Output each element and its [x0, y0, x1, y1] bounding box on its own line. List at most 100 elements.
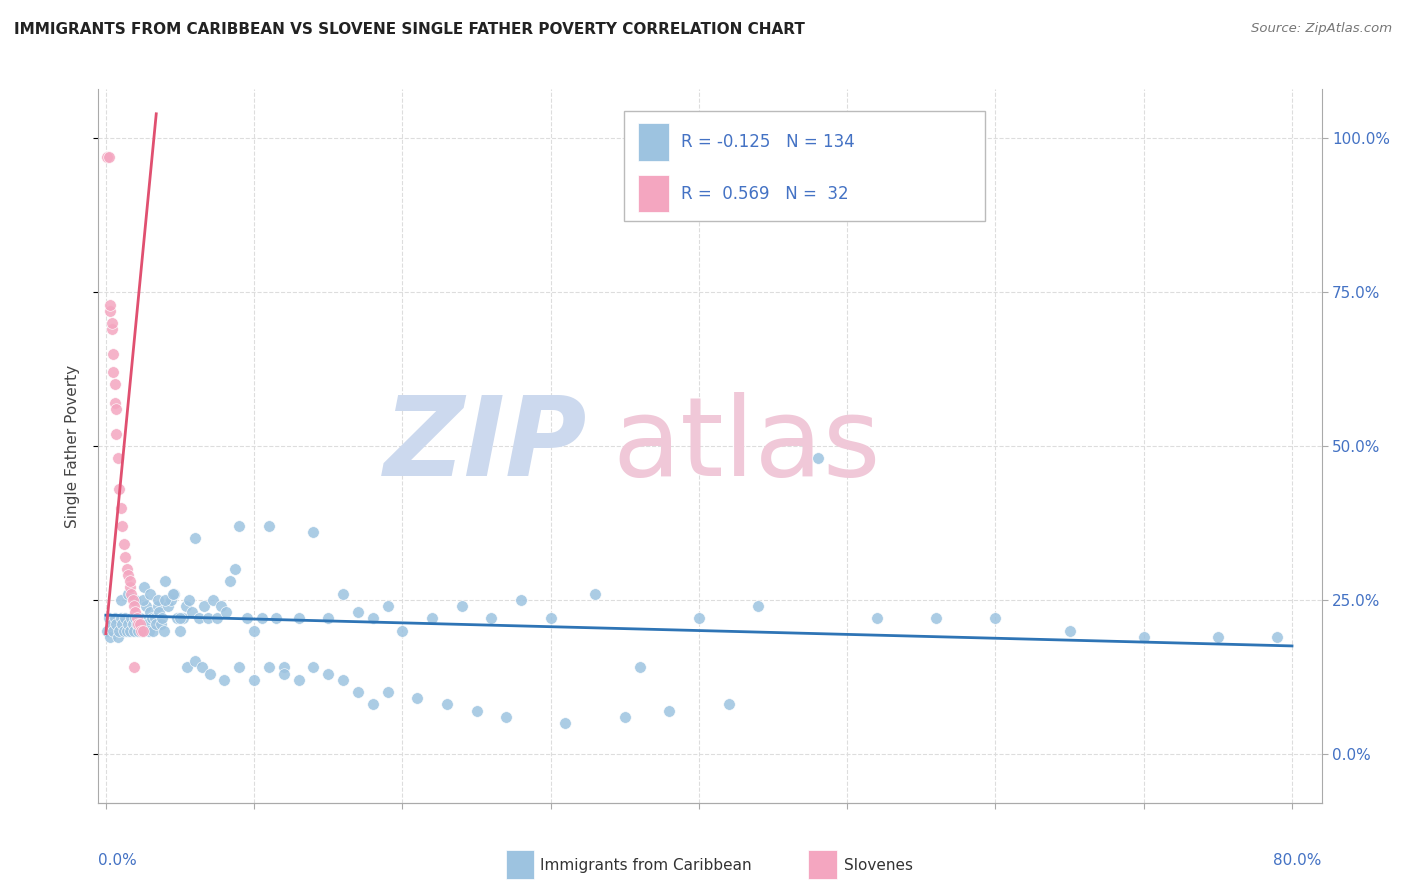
- Point: [153, 592, 176, 607]
- Point: [219, 574, 242, 589]
- Point: [658, 704, 681, 718]
- Point: [145, 617, 167, 632]
- Point: [105, 402, 128, 417]
- Point: [377, 599, 399, 613]
- Point: [479, 611, 502, 625]
- Point: [108, 624, 131, 638]
- Point: [118, 574, 141, 589]
- Point: [135, 599, 157, 613]
- Point: [160, 592, 183, 607]
- Point: [139, 587, 162, 601]
- Point: [143, 611, 166, 625]
- Point: [100, 322, 122, 336]
- Point: [132, 592, 155, 607]
- Point: [984, 611, 1007, 625]
- Point: [111, 519, 134, 533]
- Point: [243, 624, 266, 638]
- Point: [184, 531, 207, 545]
- Point: [112, 537, 135, 551]
- Point: [110, 500, 132, 515]
- Point: [121, 617, 143, 632]
- Point: [332, 673, 354, 687]
- Point: [118, 624, 141, 638]
- Point: [141, 611, 163, 625]
- Point: [131, 624, 153, 638]
- Point: [169, 611, 191, 625]
- Point: [316, 666, 339, 681]
- Point: [436, 698, 458, 712]
- Point: [136, 617, 159, 632]
- Text: atlas: atlas: [612, 392, 880, 500]
- Point: [166, 611, 188, 625]
- Point: [98, 303, 121, 318]
- Point: [465, 704, 488, 718]
- Text: Slovenes: Slovenes: [844, 858, 912, 872]
- Point: [149, 617, 172, 632]
- Point: [583, 587, 606, 601]
- Point: [103, 624, 125, 638]
- Point: [347, 685, 370, 699]
- Point: [134, 581, 156, 595]
- Text: R =  0.569   N =  32: R = 0.569 N = 32: [681, 185, 848, 202]
- Point: [176, 660, 198, 674]
- Point: [117, 568, 139, 582]
- Point: [122, 624, 145, 638]
- Point: [132, 624, 155, 638]
- Point: [1265, 630, 1288, 644]
- Point: [747, 599, 769, 613]
- Point: [129, 617, 152, 632]
- Point: [174, 599, 197, 613]
- Point: [104, 611, 127, 625]
- Point: [1206, 630, 1229, 644]
- Point: [191, 660, 214, 674]
- Point: [107, 451, 129, 466]
- Point: [495, 709, 517, 723]
- Point: [148, 605, 170, 619]
- Point: [98, 630, 121, 644]
- Point: [105, 617, 128, 632]
- Point: [184, 654, 207, 668]
- Point: [97, 611, 120, 625]
- Point: [257, 519, 280, 533]
- Point: [100, 316, 122, 330]
- Point: [129, 611, 152, 625]
- Point: [163, 587, 186, 601]
- Point: [361, 611, 384, 625]
- Point: [96, 624, 118, 638]
- Point: [257, 660, 280, 674]
- Point: [250, 611, 273, 625]
- Point: [688, 611, 710, 625]
- Point: [110, 592, 132, 607]
- Point: [117, 617, 139, 632]
- Point: [96, 150, 118, 164]
- Point: [1059, 624, 1081, 638]
- Point: [510, 592, 533, 607]
- Point: [122, 660, 145, 674]
- Point: [108, 482, 131, 496]
- Point: [118, 581, 141, 595]
- Point: [150, 611, 173, 625]
- Point: [613, 709, 636, 723]
- Point: [153, 574, 176, 589]
- Point: [391, 624, 413, 638]
- Point: [146, 599, 169, 613]
- Point: [120, 611, 142, 625]
- Point: [628, 660, 651, 674]
- Point: [131, 617, 153, 632]
- Text: Source: ZipAtlas.com: Source: ZipAtlas.com: [1251, 22, 1392, 36]
- Point: [115, 562, 138, 576]
- Point: [120, 587, 142, 601]
- Text: 0.0%: 0.0%: [98, 853, 138, 868]
- Point: [211, 599, 233, 613]
- Point: [114, 549, 136, 564]
- Point: [228, 519, 250, 533]
- Point: [287, 611, 309, 625]
- Point: [104, 396, 127, 410]
- Point: [273, 660, 295, 674]
- Point: [142, 624, 165, 638]
- Point: [107, 630, 129, 644]
- Text: ZIP: ZIP: [384, 392, 588, 500]
- Point: [540, 611, 562, 625]
- Point: [925, 611, 948, 625]
- Point: [224, 562, 246, 576]
